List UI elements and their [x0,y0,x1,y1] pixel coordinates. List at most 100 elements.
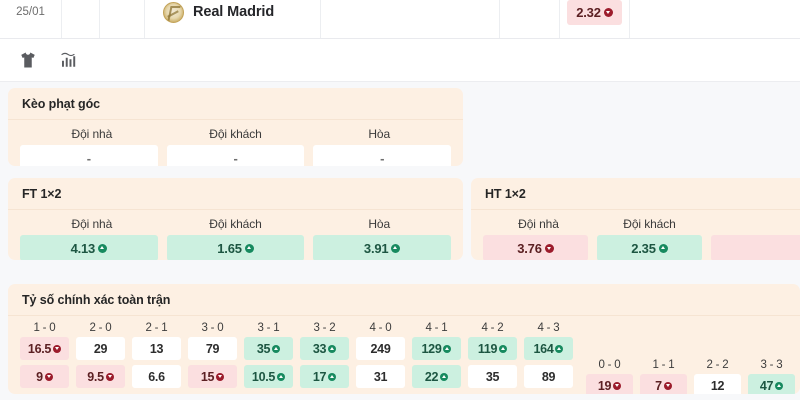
arrow-up-icon [391,243,401,253]
sc-cell-2-0-b[interactable]: 9.5 [76,365,125,388]
ft-odd-draw[interactable]: 3.91 [313,235,452,260]
correct-score-body: 1 - 0 2 - 0 2 - 1 3 - 0 3 - 1 3 - 2 4 - … [8,316,800,394]
sc-cell-1-1[interactable]: 7 [640,374,687,394]
sc-cell-0-0[interactable]: 19 [586,374,633,394]
arrow-up-icon [244,243,254,253]
match-odd-chip[interactable]: 2.32 [567,0,622,25]
sc-head-1-1: 1 - 1 [652,359,675,371]
match-status-cell [62,0,100,38]
sc-head-col: 3 - 0 [188,322,237,334]
panel-correct-score-title: Tỷ số chính xác toàn trận [8,284,800,316]
sc-value: 47 [759,378,774,393]
sc-cell-4-3-b[interactable]: 89 [524,365,573,388]
sc-cell-4-1-b[interactable]: 22 [412,365,461,388]
view-toolbar [0,39,800,82]
arrow-down-icon [663,381,672,390]
sc-head-col: 3 - 1 [244,322,293,334]
panel-ht-head-row: Đội nhà Đội khách [471,217,800,231]
ht-odd-draw[interactable] [711,235,800,260]
match-odd-cell[interactable]: 2.32 [560,0,630,38]
panel-ft-1x2: FT 1×2 Đội nhà Đội khách Hòa 4.13 1.65 3… [8,178,463,260]
sc-value: 9.5 [87,369,104,384]
col-head-away: Đội khách [623,217,676,231]
sc-head-col: 4 - 1 [412,322,461,334]
correct-score-header-row: 1 - 0 2 - 0 2 - 1 3 - 0 3 - 1 3 - 2 4 - … [20,322,576,334]
sc-head-2-0: 2 - 0 [89,322,112,334]
corner-odd-away-value: - [233,150,238,166]
jersey-icon [21,52,35,68]
match-tail-cell [630,0,800,38]
correct-score-draw-header-row: 0 - 0 1 - 1 2 - 2 3 - 3 [586,359,796,371]
match-team-cell[interactable]: Real Madrid [145,0,321,38]
arrow-up-icon [328,344,337,353]
col-head-home: Đội nhà [71,127,113,141]
sc-value: 6.6 [148,369,165,384]
ft-odd-home[interactable]: 4.13 [20,235,158,260]
sc-cell-4-3-a[interactable]: 164 [524,337,573,360]
sc-head-0-0: 0 - 0 [598,359,621,371]
corner-odd-draw[interactable]: - [313,145,452,166]
sc-head-3-2: 3 - 2 [313,322,336,334]
correct-score-row-1: 16.5 29 13 79 35 33 249 129 119 164 [20,337,576,360]
sc-head-col: 1 - 0 [20,322,69,334]
match-row-table[interactable]: 25/01 Real Madrid 2.32 [0,0,800,39]
ht-odd-away[interactable]: 2.35 [597,235,702,260]
arrow-down-icon [603,7,613,17]
sc-cell-2-0-a[interactable]: 29 [76,337,125,360]
ht-odd-home[interactable]: 3.76 [483,235,588,260]
match-time-cell [100,0,145,38]
arrow-up-icon [499,344,508,353]
corner-odd-away[interactable]: - [166,145,305,166]
sc-cell-3-2-a[interactable]: 33 [300,337,349,360]
arrow-up-icon [443,344,452,353]
sc-cell-3-0-b[interactable]: 15 [188,365,237,388]
real-madrid-crest-icon [163,1,184,23]
sc-cell-2-2[interactable]: 12 [694,374,741,394]
sc-head-2-1: 2 - 1 [145,322,168,334]
sc-cell-3-0-a[interactable]: 79 [188,337,237,360]
sc-value: 79 [205,341,220,356]
match-date: 25/01 [16,6,45,18]
panel-corner-head-row: Đội nhà Đội khách Hòa [8,127,463,141]
arrow-down-icon [53,344,62,353]
sc-cell-3-1-a[interactable]: 35 [244,337,293,360]
panel-corner-odds: Kèo phạt góc Đội nhà Đội khách Hòa - - - [8,88,463,166]
sc-cell-4-1-a[interactable]: 129 [412,337,461,360]
sc-value: 35 [256,341,271,356]
sc-head-3-1: 3 - 1 [257,322,280,334]
arrow-up-icon [658,243,668,253]
sc-cell-3-3[interactable]: 47 [748,374,795,394]
corner-odd-home-value: - [86,150,91,166]
match-score-cell [321,0,500,38]
ft-odd-away[interactable]: 1.65 [166,235,305,260]
sc-head-3-3: 3 - 3 [760,359,783,371]
sc-cell-4-0-a[interactable]: 249 [356,337,405,360]
sc-value: 29 [93,341,108,356]
sc-cell-2-1-b[interactable]: 6.6 [132,365,181,388]
sc-cell-1-0-b[interactable]: 9 [20,365,69,388]
sc-cell-4-2-a[interactable]: 119 [468,337,517,360]
bar-chart-icon-button[interactable] [48,40,88,80]
sc-cell-2-1-a[interactable]: 13 [132,337,181,360]
sc-cell-4-0-b[interactable]: 31 [356,365,405,388]
sc-value: 89 [541,369,556,384]
corner-odd-home[interactable]: - [20,145,158,166]
sc-head-col: 2 - 1 [132,322,181,334]
corner-odd-draw-value: - [380,150,385,166]
match-extra-cell [500,0,560,38]
sc-cell-4-2-b[interactable]: 35 [468,365,517,388]
sc-value: 7 [655,378,662,393]
panel-ht-title: HT 1×2 [471,178,800,210]
sc-cell-3-2-b[interactable]: 17 [300,365,349,388]
arrow-up-icon [277,372,286,381]
jersey-icon-button[interactable] [8,40,48,80]
arrow-down-icon [105,372,114,381]
sc-head-3-0: 3 - 0 [201,322,224,334]
sc-head-1-0: 1 - 0 [33,322,56,334]
arrow-up-icon [272,344,281,353]
arrow-up-icon [328,372,337,381]
arrow-down-icon [544,243,554,253]
sc-cell-3-1-b[interactable]: 10.5 [244,365,293,388]
ft-odd-draw-value: 3.91 [363,240,389,256]
sc-cell-1-0-a[interactable]: 16.5 [20,337,69,360]
